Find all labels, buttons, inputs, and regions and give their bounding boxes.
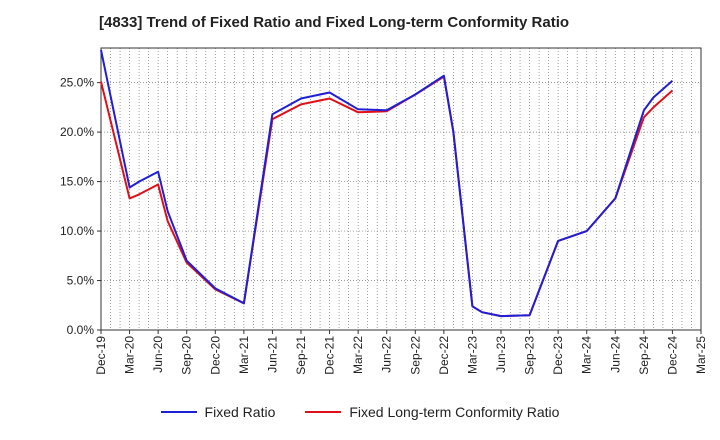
x-tick-label: Sep-24 xyxy=(637,336,651,375)
x-tick-label: Sep-20 xyxy=(180,336,194,375)
x-tick-label: Dec-19 xyxy=(94,336,108,375)
legend-item-fixed-long-term-conformity-ratio: Fixed Long-term Conformity Ratio xyxy=(305,404,559,420)
x-tick-label: Jun-23 xyxy=(494,336,508,373)
series-line-fixed-ratio xyxy=(100,49,674,318)
y-tick-label: 25.0% xyxy=(60,76,94,90)
legend: Fixed Ratio Fixed Long-term Conformity R… xyxy=(0,404,720,420)
x-tick-label: Mar-21 xyxy=(237,336,251,374)
x-tick-label: Dec-20 xyxy=(208,336,222,375)
x-tick-label: Sep-23 xyxy=(523,336,537,375)
plot-frame xyxy=(100,47,702,331)
x-tick-label: Mar-22 xyxy=(351,336,365,374)
y-tick-label: 10.0% xyxy=(60,224,94,238)
legend-swatch-fixed-long-term-conformity-ratio xyxy=(305,411,342,413)
legend-label-fixed-long-term-conformity-ratio: Fixed Long-term Conformity Ratio xyxy=(349,404,560,420)
y-tick-label: 0.0% xyxy=(67,323,95,337)
x-tick-label: Mar-23 xyxy=(465,336,479,374)
legend-item-fixed-ratio: Fixed Ratio xyxy=(160,404,276,420)
x-tick-label: Mar-24 xyxy=(580,336,594,374)
y-tick-label: 15.0% xyxy=(60,175,94,189)
legend-swatch-fixed-ratio xyxy=(160,411,197,413)
x-tick-label: Jun-20 xyxy=(151,336,165,373)
y-tick-label: 20.0% xyxy=(60,125,94,139)
x-tick-label: Jun-21 xyxy=(265,336,279,373)
x-tick-label: Sep-22 xyxy=(408,336,422,375)
y-tick-label: 5.0% xyxy=(67,274,95,288)
chart-title: [4833] Trend of Fixed Ratio and Fixed Lo… xyxy=(99,14,570,31)
x-tick-label: Dec-23 xyxy=(551,336,565,375)
x-tick-label: Sep-21 xyxy=(294,336,308,375)
x-tick-label: Jun-24 xyxy=(608,336,622,373)
x-tick-label: Dec-24 xyxy=(665,336,679,375)
x-tick-label: Mar-20 xyxy=(123,336,137,374)
x-tick-label: Mar-25 xyxy=(694,336,708,374)
legend-label-fixed-ratio: Fixed Ratio xyxy=(204,404,276,420)
x-tick-label: Dec-22 xyxy=(437,336,451,375)
x-tick-label: Dec-21 xyxy=(323,336,337,375)
x-tick-label: Jun-22 xyxy=(380,336,394,373)
